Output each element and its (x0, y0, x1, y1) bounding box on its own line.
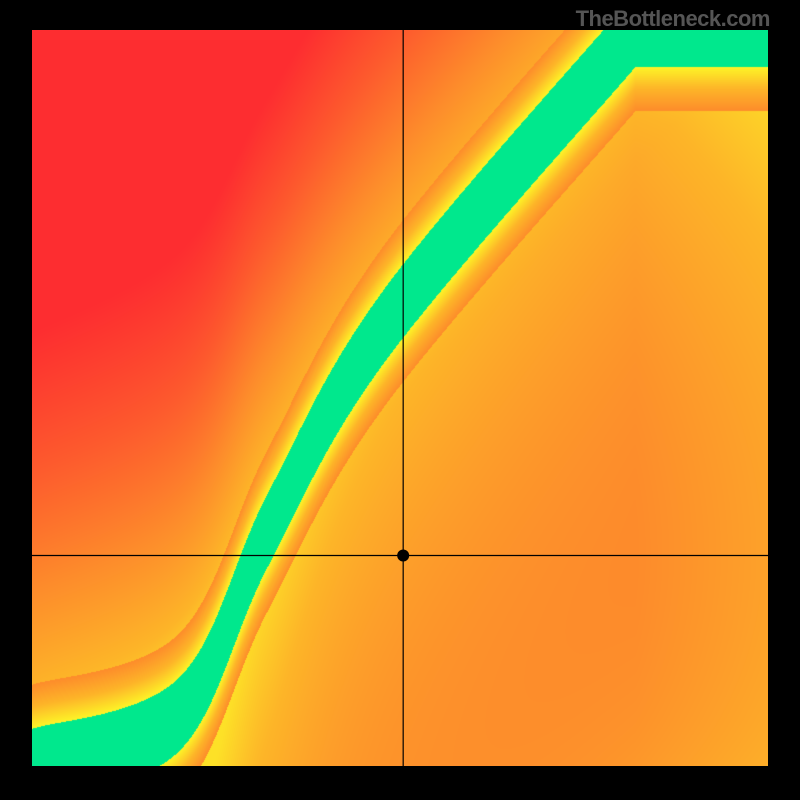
heatmap-plot-area (32, 30, 768, 766)
watermark-text: TheBottleneck.com (576, 6, 770, 32)
chart-container: TheBottleneck.com (0, 0, 800, 800)
heatmap-canvas (32, 30, 768, 766)
